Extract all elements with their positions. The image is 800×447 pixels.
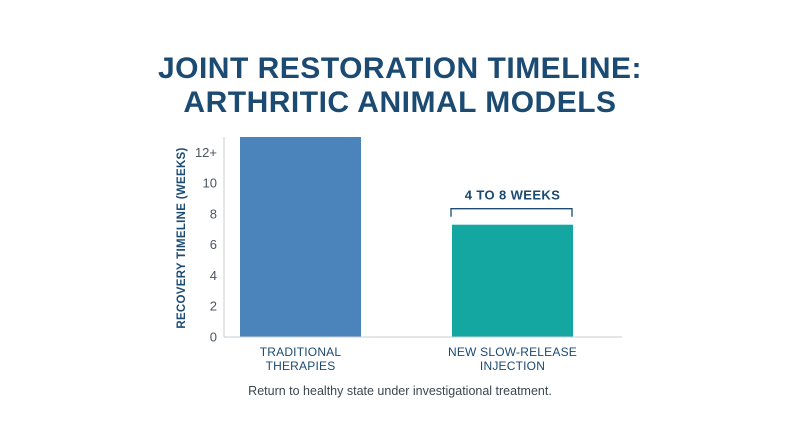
x-category-label: INJECTION	[480, 359, 545, 373]
x-category-label: TRADITIONAL	[260, 345, 342, 359]
bars	[240, 137, 573, 337]
chart-title: JOINT RESTORATION TIMELINE: ARTHRITIC AN…	[0, 52, 800, 120]
y-tick-label: 10	[203, 176, 217, 191]
chart-title-line-1: JOINT RESTORATION TIMELINE:	[157, 52, 643, 85]
y-tick-label: 6	[210, 237, 217, 252]
annotation-label: 4 TO 8 WEEKS	[465, 188, 561, 203]
y-tick-label: 8	[210, 206, 217, 221]
annotation-bracket	[450, 208, 573, 217]
y-tick-label: 2	[210, 299, 217, 314]
y-axis: 0 2 4 6 8 10 12+	[195, 137, 225, 345]
y-tick-label: 12+	[195, 145, 217, 160]
bar	[240, 137, 361, 337]
chart-title-line-2: ARTHRITIC ANIMAL MODELS	[183, 86, 617, 119]
x-category-label: NEW SLOW-RELEASE	[448, 345, 577, 359]
annotations: 4 TO 8 WEEKS	[450, 188, 573, 217]
y-tick-label: 0	[210, 330, 217, 345]
y-tick-label: 4	[210, 268, 217, 283]
y-axis-title: RECOVERY TIMELINE (WEEKS)	[176, 147, 188, 328]
bar	[452, 224, 573, 337]
chart-caption: Return to healthy state under investigat…	[248, 384, 552, 398]
x-category-label: THERAPIES	[266, 359, 336, 373]
